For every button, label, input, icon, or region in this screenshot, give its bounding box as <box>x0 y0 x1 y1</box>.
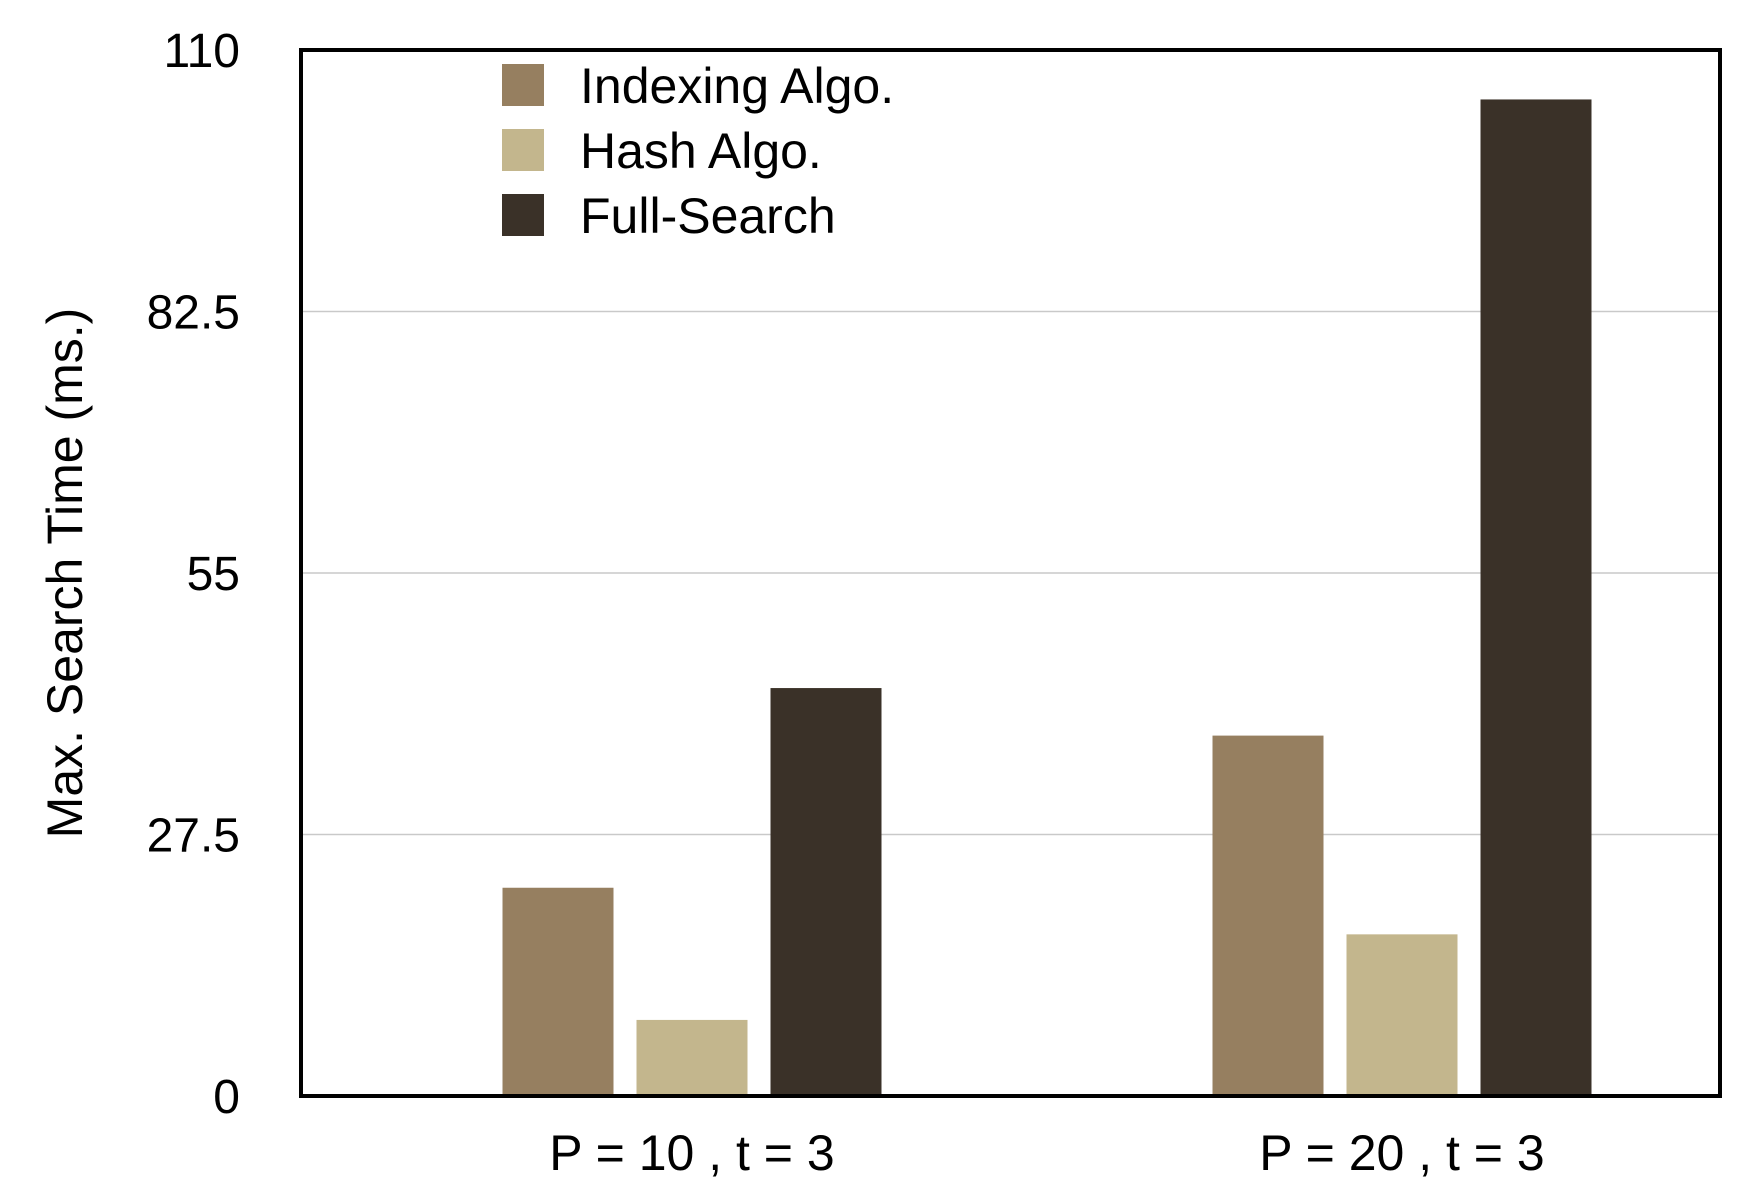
y-tick-label: 27.5 <box>147 810 240 863</box>
y-tick-label: 0 <box>213 1071 240 1124</box>
x-category-label: P = 10 , t = 3 <box>549 1125 834 1181</box>
legend-swatch <box>502 64 544 106</box>
bar-1-2 <box>1212 735 1324 1096</box>
legend-swatch <box>502 129 544 171</box>
x-category-label: P = 20 , t = 3 <box>1259 1125 1544 1181</box>
legend: Indexing Algo. Hash Algo. Full-Search <box>502 58 894 244</box>
y-axis-ticks: 0 27.5 55 82.5 110 <box>147 25 240 1124</box>
bar-1-1 <box>502 887 614 1096</box>
bar-2-1 <box>636 1019 748 1096</box>
legend-label: Full-Search <box>580 188 836 244</box>
x-axis-categories: P = 10 , t = 3 P = 20 , t = 3 <box>549 1125 1544 1181</box>
legend-swatch <box>502 194 544 236</box>
y-tick-label: 82.5 <box>147 287 240 340</box>
y-tick-label: 110 <box>163 25 240 78</box>
legend-label: Indexing Algo. <box>580 58 894 114</box>
bar-2-2 <box>1346 934 1458 1096</box>
bar-3-2 <box>1480 99 1592 1097</box>
bar-3-1 <box>770 688 882 1096</box>
legend-label: Hash Algo. <box>580 123 822 179</box>
bars <box>502 99 1592 1097</box>
plot-area-frame <box>299 48 1722 1098</box>
y-axis-title: Max. Search Time (ms.) <box>37 308 93 839</box>
y-tick-label: 55 <box>187 548 240 601</box>
